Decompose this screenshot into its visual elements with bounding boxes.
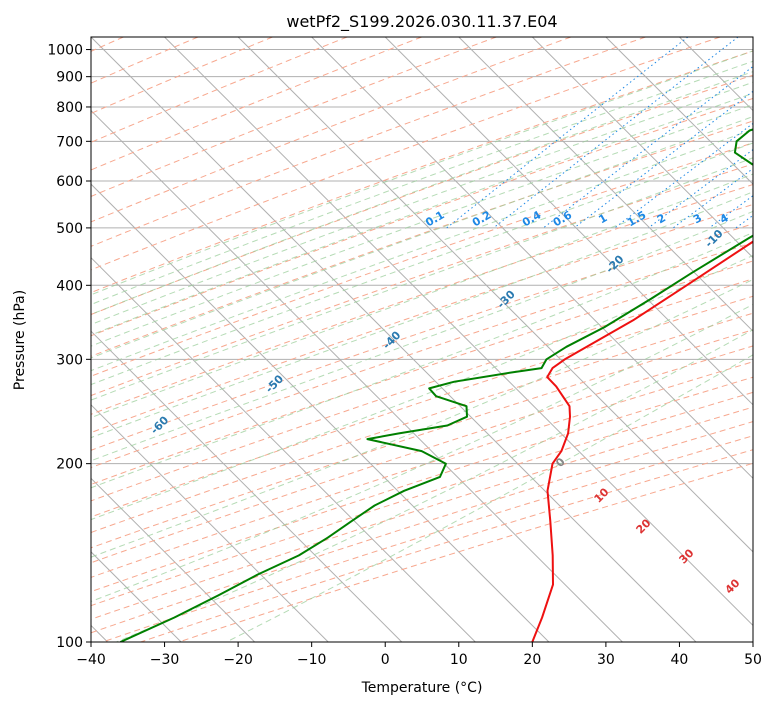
dry-adiabat-lines: [91, 37, 753, 642]
mixing-ratio-line: [573, 90, 753, 229]
chart-title: wetPf2_S199.2026.030.11.37.E04: [286, 12, 557, 32]
moist-adiabat-lines: [91, 50, 753, 642]
dry-adiabat-line: [91, 50, 753, 294]
moist-adiabat-line: [91, 157, 753, 401]
y-tick-label: 1000: [47, 43, 83, 59]
x-tick-label: 40: [671, 652, 689, 668]
y-tick-label: 100: [56, 635, 83, 651]
x-tick-label: 10: [450, 652, 468, 668]
moist-adiabat-line: [91, 173, 753, 419]
isotherm-line: [91, 330, 403, 642]
dry-adiabat-line: [91, 242, 753, 469]
x-tick-label: −30: [150, 652, 180, 668]
y-tick-label: 900: [56, 70, 83, 86]
isotherm-line: [531, 37, 753, 259]
dry-adiabat-line: [91, 203, 753, 434]
y-tick-label: 300: [56, 352, 83, 368]
isotherm-line: [605, 37, 753, 185]
x-tick-label: −20: [223, 652, 253, 668]
sounding-profiles: [119, 128, 753, 642]
y-axis-label: Pressure (hPa): [12, 290, 28, 390]
plot-area: 0.10.20.40.611.52346810131620253036-100-…: [91, 37, 753, 642]
y-tick-label: 500: [56, 221, 83, 237]
isobar-lines: [91, 49, 753, 642]
x-tick-label: 0: [381, 652, 390, 668]
dry-adiabat-line: [91, 223, 753, 451]
mixing-ratio-line: [672, 167, 753, 229]
x-axis: −40 −30 −20 −10 0 10 20 30 40 50: [76, 642, 762, 668]
dry-adiabat-line: [91, 120, 753, 357]
x-tick-label: 50: [744, 652, 762, 668]
isotherm-line: [91, 404, 329, 642]
isotherm-lines: [91, 37, 753, 642]
y-tick-label: 800: [56, 100, 83, 116]
dry-adiabat-line: [91, 391, 753, 607]
y-tick-label: 700: [56, 134, 83, 150]
mixing-ratio-lines: [446, 37, 753, 229]
isotherm-line: [91, 183, 550, 642]
isotherm-line: [164, 37, 753, 627]
dewpoint-profile-line: [119, 128, 753, 642]
y-tick-label: 200: [56, 457, 83, 473]
mixing-ratio-line: [446, 37, 689, 229]
dry-adiabat-line: [91, 184, 753, 415]
moist-adiabat-line: [91, 50, 753, 296]
temperature-profile-line: [531, 240, 753, 642]
x-tick-label: −40: [76, 652, 106, 668]
isotherm-line: [91, 477, 256, 642]
moist-adiabat-line: [91, 81, 753, 326]
moist-adiabat-line: [91, 232, 753, 489]
isotherm-line: [91, 37, 697, 642]
mixing-ratio-line: [493, 37, 739, 229]
moist-adiabat-line: [91, 278, 753, 558]
x-tick-label: −10: [297, 652, 327, 668]
x-tick-label: 20: [523, 652, 541, 668]
dry-adiabat-line: [91, 37, 422, 171]
plot-frame: [90, 36, 754, 643]
moist-adiabat-line: [91, 303, 753, 602]
isotherm-line: [384, 37, 753, 406]
dry-adiabat-line: [91, 37, 572, 223]
y-tick-label: 400: [56, 278, 83, 294]
dry-adiabat-line: [91, 74, 753, 316]
isotherm-line: [311, 37, 753, 480]
dry-adiabat-line: [102, 435, 753, 642]
moist-adiabat-line: [91, 128, 753, 372]
isotherm-line: [237, 37, 753, 553]
y-axis: 1000 900 800 700 600 500 400 300 200 100: [47, 43, 91, 651]
moist-adiabat-line: [91, 60, 753, 306]
moist-adiabat-line: [91, 116, 753, 359]
mixing-ratio-line: [648, 148, 753, 229]
moist-adiabat-line: [91, 142, 753, 386]
moist-adiabat-line: [91, 71, 753, 315]
isotherm-line: [91, 109, 623, 642]
dry-adiabat-line: [91, 421, 753, 634]
dry-adiabat-line: [91, 37, 497, 197]
dry-adiabat-line: [91, 406, 753, 620]
x-tick-label: 30: [597, 652, 615, 668]
dry-adiabat-line: [91, 163, 753, 397]
dry-adiabat-line: [91, 142, 753, 377]
x-axis-label: Temperature (°C): [361, 680, 483, 696]
dry-adiabat-line: [91, 376, 753, 593]
moist-adiabat-line: [91, 92, 753, 336]
dry-adiabat-line: [91, 37, 721, 271]
y-tick-label: 600: [56, 174, 83, 190]
